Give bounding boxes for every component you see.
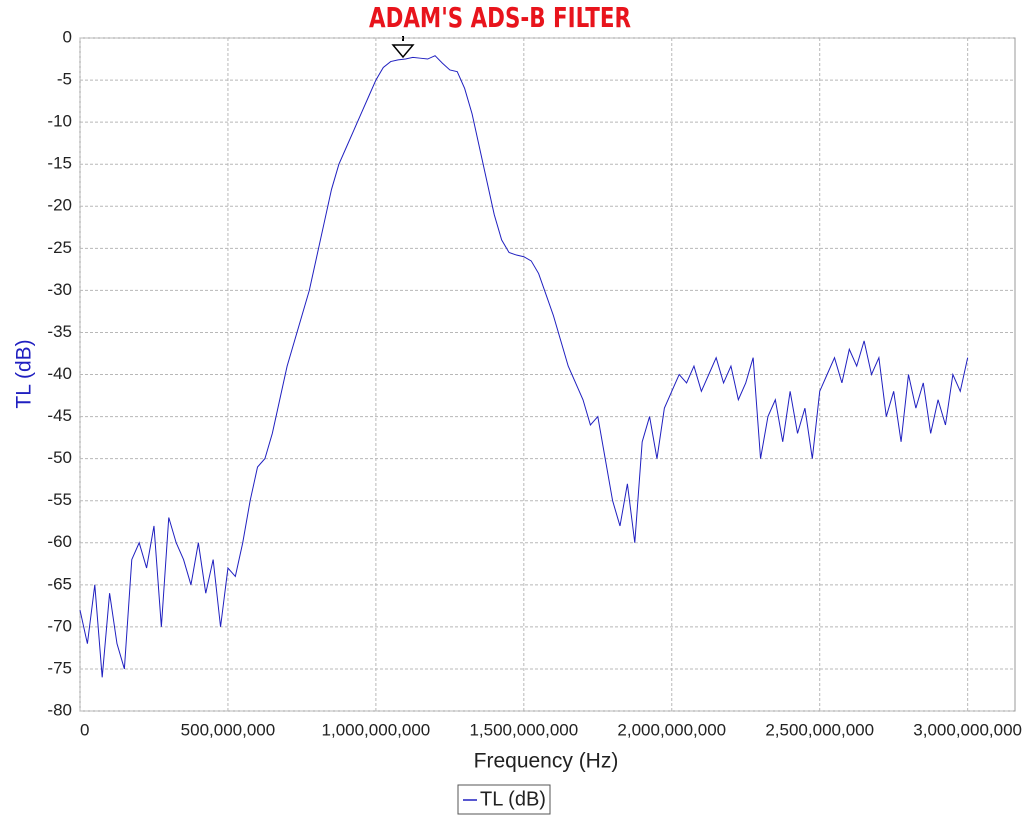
y-axis-label: TL (dB)	[13, 339, 36, 408]
peak-marker	[391, 44, 415, 59]
y-tick-label: -35	[47, 322, 72, 341]
y-tick-label: -45	[47, 406, 72, 425]
x-tick-label: 500,000,000	[181, 720, 276, 739]
y-tick-label: -50	[47, 448, 72, 467]
y-tick-label: -30	[47, 280, 72, 299]
legend-box	[457, 784, 551, 815]
y-tick-label: -55	[47, 490, 72, 509]
y-tick-label: -75	[47, 658, 72, 677]
y-tick-label: -65	[47, 574, 72, 593]
x-tick-label: 3,000,000,000	[913, 720, 1022, 739]
x-axis-label: Frequency (Hz)	[474, 750, 619, 773]
x-tick-label: 2,000,000,000	[617, 720, 726, 739]
y-tick-label: -15	[47, 154, 72, 173]
x-tick-label: 1,000,000,000	[322, 720, 431, 739]
x-tick-label: 1,500,000,000	[469, 720, 578, 739]
chart-title: ADAM'S ADS-B FILTER	[369, 2, 631, 34]
legend-label: TL (dB)	[480, 788, 546, 810]
y-tick-label: -70	[47, 616, 72, 635]
y-tick-label: -80	[47, 700, 72, 719]
y-tick-label: -25	[47, 238, 72, 257]
y-tick-label: -10	[47, 112, 72, 131]
y-tick-label: -40	[47, 364, 72, 383]
y-tick-label: -5	[57, 70, 72, 89]
y-tick-label: -60	[47, 532, 72, 551]
y-tick-label: 0	[63, 27, 72, 46]
x-tick-label: 0	[80, 720, 89, 739]
x-tick-label: 2,500,000,000	[765, 720, 874, 739]
y-tick-label: -20	[47, 196, 72, 215]
series-line	[79, 55, 969, 678]
